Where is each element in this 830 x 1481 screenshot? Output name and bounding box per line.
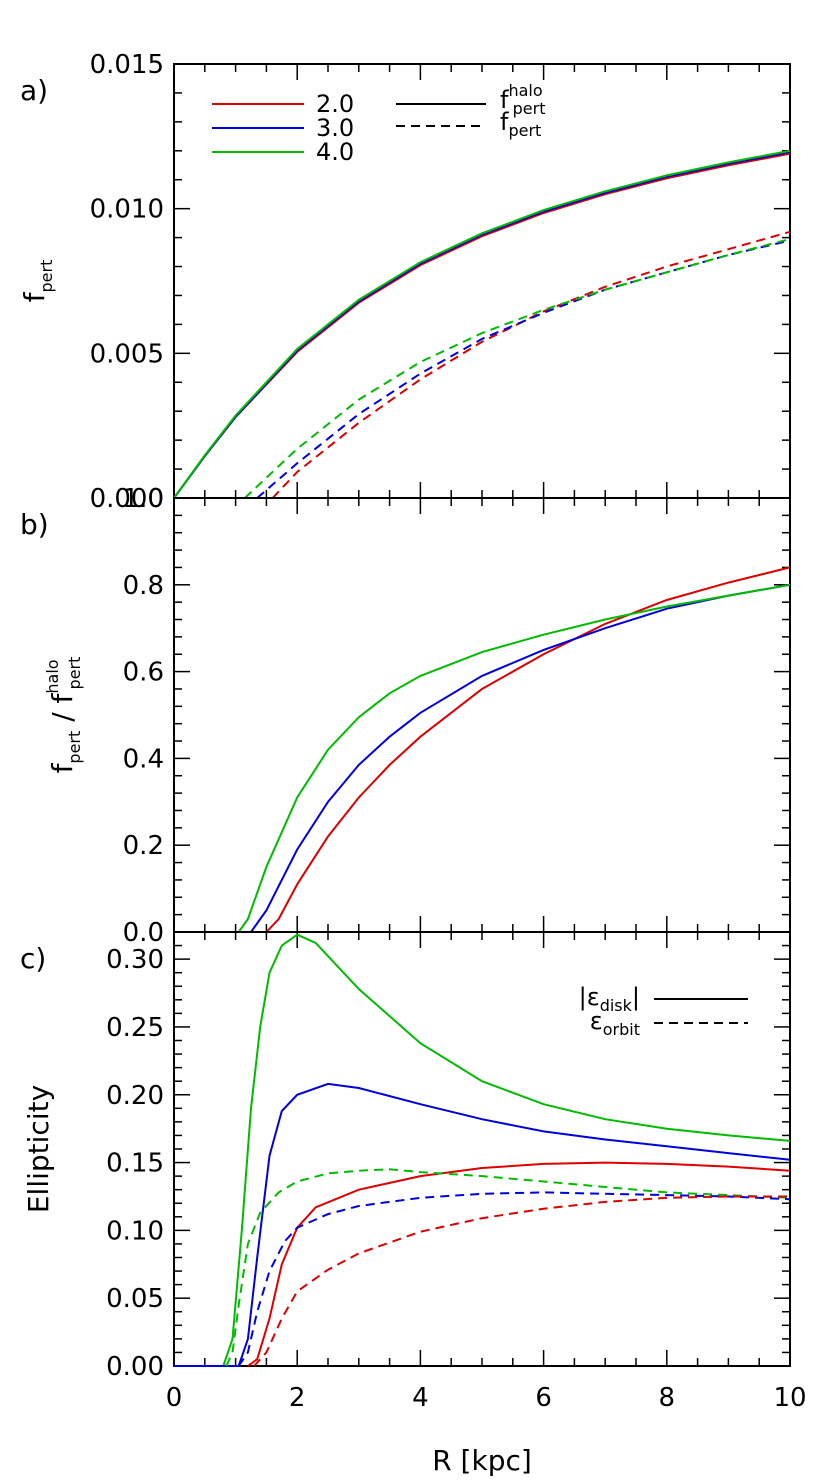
y-tick-label: 0.005 — [90, 339, 164, 369]
y-tick-label: 0.000 — [90, 484, 164, 514]
x-tick-label: 0 — [166, 1383, 183, 1413]
plot-frame — [173, 63, 791, 499]
series-line-2.0-dashed — [253, 1195, 790, 1367]
series-line-4.0-solid — [237, 583, 791, 933]
y-tick-label: 0.010 — [90, 195, 164, 225]
y-tick-label: 0.15 — [106, 1149, 164, 1179]
series-line-2.0-dashed — [271, 230, 791, 499]
legend-label-3.0: 3.0 — [316, 114, 354, 142]
y-tick-label: 0.05 — [106, 1284, 164, 1314]
series-line-3.0-solid — [174, 1082, 791, 1367]
panel-c: 0 2 4 6 8 10 0.00 0.05 0.10 0.15 0.20 0.25 0.30 c) Ell… — [20, 931, 807, 1477]
y-tick-label: 0.20 — [106, 1081, 164, 1111]
legend: |εdisk|εorbit — [579, 983, 748, 1039]
x-axis-label: R [kpc] — [432, 1444, 532, 1477]
panel-a: 0.000 0.005 0.010 0.015 a) fpert 2.03.04.0 fhal… — [18, 50, 791, 514]
series-line-2.0-solid — [265, 566, 791, 933]
x-tick-label: 8 — [659, 1383, 676, 1413]
y-axis-label: fpert / fhalo pert — [43, 657, 84, 774]
series-line-4.0-dashed — [225, 1168, 791, 1367]
series-line-2.0-solid — [247, 1161, 791, 1367]
y-tick-label: 1.0 — [123, 484, 164, 514]
y-tick-label: 0.4 — [123, 744, 164, 774]
legend-label-4.0: 4.0 — [316, 138, 354, 166]
series-line-3.0-dashed — [237, 1191, 791, 1367]
series-line-3.0-solid — [250, 583, 791, 933]
y-tick-label: 0.0 — [123, 918, 164, 948]
series-line-2.0-solid — [173, 152, 791, 499]
panel-label: c) — [20, 942, 46, 975]
series-line-4.0-solid — [174, 933, 791, 1367]
y-tick-label: 0.25 — [106, 1013, 164, 1043]
x-tick-label: 6 — [535, 1383, 552, 1413]
y-tick-label: 0.2 — [123, 831, 164, 861]
y-tick-label: 0.6 — [123, 658, 164, 688]
legend-label-solid: |εdisk| — [579, 983, 640, 1015]
y-tick-label: 0.10 — [106, 1216, 164, 1246]
legend-label-dashed: fpert — [500, 108, 541, 140]
series-line-3.0-dashed — [256, 239, 791, 499]
y-tick-label: 0.00 — [106, 1352, 164, 1382]
y-axis-label: fpert — [18, 260, 56, 303]
y-tick-label: 0.8 — [123, 571, 164, 601]
panel-label: a) — [20, 74, 48, 107]
x-tick-label: 2 — [289, 1383, 306, 1413]
x-tick-label: 4 — [412, 1383, 429, 1413]
legend-label-2.0: 2.0 — [316, 90, 354, 118]
series-line-3.0-solid — [173, 151, 791, 499]
series-line-4.0-dashed — [244, 238, 791, 499]
x-tick-label: 10 — [773, 1383, 806, 1413]
y-tick-label: 0.015 — [90, 50, 164, 80]
y-tick-label: 0.30 — [106, 945, 164, 975]
legend-label-solid: fhalo pert — [500, 81, 546, 118]
y-axis-label: Ellipticity — [22, 1085, 55, 1213]
legend-label-dashed: εorbit — [590, 1007, 640, 1039]
panel-b: 0.0 0.2 0.4 0.6 0.8 1.0 b) fpert / fhalo pert — [20, 484, 791, 948]
series-line-4.0-solid — [173, 149, 791, 499]
panel-label: b) — [20, 508, 49, 541]
